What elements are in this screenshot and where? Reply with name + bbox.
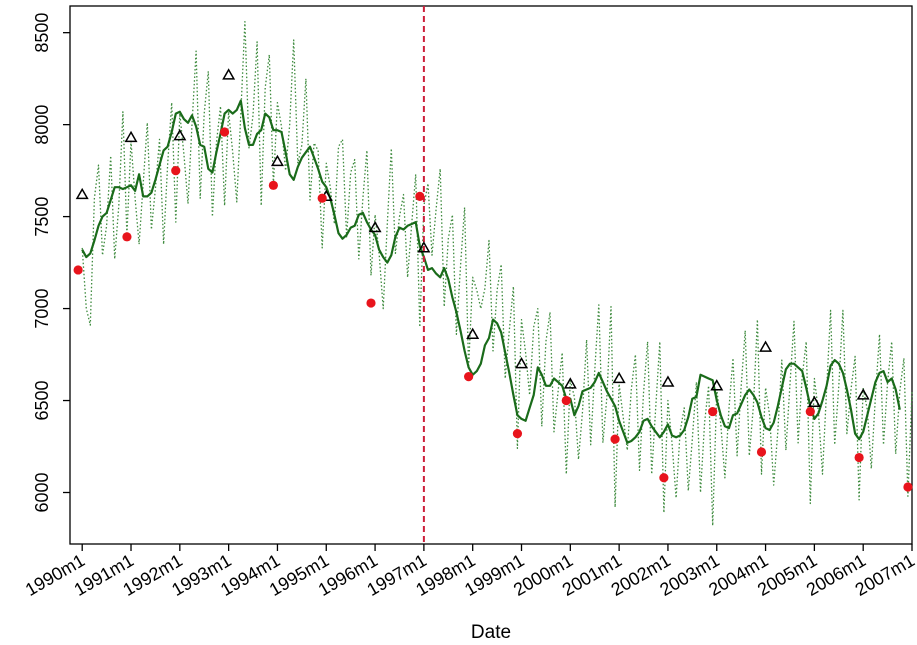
- data-point-triangle: [124, 130, 138, 143]
- data-point-triangle: [807, 395, 821, 408]
- data-point-circle: [903, 482, 913, 492]
- y-tick-label: 6000: [32, 472, 52, 512]
- data-point-circle: [659, 473, 669, 483]
- plot-area-frame: [69, 5, 913, 545]
- data-point-triangle: [173, 128, 187, 141]
- y-tick-label: 8000: [32, 105, 52, 145]
- data-point-circle: [171, 166, 181, 176]
- data-point-circle: [122, 232, 132, 242]
- data-point-triangle: [222, 68, 236, 80]
- x-axis-title: Date: [471, 622, 511, 643]
- y-tick-label: 6500: [32, 381, 52, 421]
- data-point-circle: [708, 406, 718, 417]
- data-point-triangle: [466, 327, 480, 339]
- data-point-triangle: [710, 379, 724, 391]
- data-point-triangle: [75, 187, 89, 200]
- data-point-circle: [415, 191, 425, 201]
- data-point-circle: [73, 265, 83, 275]
- data-point-circle: [317, 193, 327, 203]
- data-point-triangle: [563, 377, 577, 389]
- data-point-circle: [610, 434, 620, 444]
- data-point-triangle: [515, 357, 528, 369]
- series-line-solid: [81, 99, 901, 444]
- data-point-triangle: [759, 340, 773, 352]
- data-point-circle: [464, 372, 474, 382]
- y-tick-label: 8500: [32, 13, 52, 53]
- series-line-dotted: [81, 20, 913, 527]
- data-point-circle: [854, 452, 864, 463]
- y-tick-label: 7000: [32, 289, 52, 329]
- data-point-circle: [512, 429, 523, 439]
- y-axis: 6000 6500 7000 7500 8000 8500: [32, 13, 70, 513]
- series-layer: [81, 20, 913, 527]
- data-point-triangle: [417, 241, 431, 253]
- data-point-circle: [366, 298, 376, 308]
- x-axis: 1990m11991m11992m11993m11994m11995m11996…: [22, 544, 917, 600]
- data-point-triangle: [612, 371, 626, 384]
- marker-layer: [73, 68, 913, 492]
- data-point-circle: [805, 406, 815, 417]
- data-point-triangle: [661, 375, 675, 387]
- data-point-circle: [268, 180, 278, 190]
- data-point-triangle: [368, 220, 382, 233]
- y-tick-label: 7500: [32, 197, 52, 237]
- data-point-circle: [561, 395, 571, 406]
- data-point-triangle: [856, 388, 870, 400]
- data-point-circle: [756, 447, 767, 457]
- data-point-circle: [219, 127, 230, 137]
- data-point-triangle: [270, 154, 284, 167]
